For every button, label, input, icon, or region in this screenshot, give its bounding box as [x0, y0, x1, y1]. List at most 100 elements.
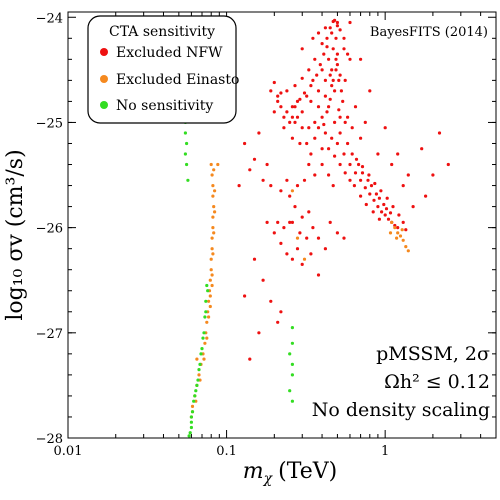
- legend-box: [87, 15, 237, 124]
- point-excluded-einasto: [197, 373, 201, 377]
- point-excluded-einasto: [212, 168, 216, 172]
- point-excluded-nfw: [285, 178, 289, 182]
- point-excluded-nfw: [318, 63, 322, 67]
- point-excluded-nfw: [335, 231, 339, 235]
- point-excluded-nfw: [272, 231, 276, 235]
- point-excluded-nfw: [237, 184, 241, 188]
- point-no-sensitivity: [200, 347, 204, 351]
- point-excluded-einasto: [211, 252, 215, 256]
- point-excluded-nfw: [269, 184, 273, 188]
- point-excluded-nfw: [279, 105, 283, 109]
- point-excluded-nfw: [316, 31, 321, 35]
- point-excluded-nfw: [379, 189, 383, 193]
- point-excluded-nfw: [350, 152, 354, 156]
- point-excluded-nfw: [335, 20, 339, 25]
- point-excluded-nfw: [322, 52, 326, 56]
- point-excluded-nfw: [300, 126, 304, 130]
- point-excluded-einasto: [401, 238, 405, 242]
- point-excluded-nfw: [309, 84, 313, 88]
- point-excluded-nfw: [302, 178, 307, 182]
- point-excluded-nfw: [307, 162, 311, 167]
- point-excluded-nfw: [366, 178, 370, 182]
- point-excluded-nfw: [342, 47, 346, 51]
- point-excluded-nfw: [323, 26, 327, 30]
- point-no-sensitivity: [288, 352, 292, 356]
- point-excluded-nfw: [348, 178, 352, 182]
- point-excluded-nfw: [359, 194, 363, 198]
- point-excluded-nfw: [338, 162, 342, 167]
- point-excluded-einasto: [210, 173, 214, 177]
- point-excluded-einasto: [398, 234, 403, 238]
- point-excluded-nfw: [359, 57, 363, 61]
- point-excluded-nfw: [335, 141, 339, 146]
- point-no-sensitivity: [290, 362, 294, 366]
- point-no-sensitivity: [195, 383, 199, 387]
- point-excluded-nfw: [338, 115, 342, 119]
- point-excluded-nfw: [293, 205, 297, 209]
- point-excluded-einasto: [209, 257, 213, 261]
- point-excluded-einasto: [202, 357, 206, 361]
- point-excluded-nfw: [272, 80, 276, 85]
- point-excluded-einasto: [205, 320, 209, 324]
- point-excluded-einasto: [302, 257, 307, 261]
- point-excluded-nfw: [330, 31, 334, 35]
- point-excluded-nfw: [309, 99, 313, 103]
- point-no-sensitivity: [202, 331, 206, 335]
- point-excluded-einasto: [208, 278, 212, 282]
- point-excluded-nfw: [261, 178, 265, 182]
- point-excluded-nfw: [360, 171, 365, 175]
- point-excluded-nfw: [320, 162, 324, 167]
- credit-label: BayesFITS (2014): [370, 25, 488, 40]
- point-excluded-nfw: [330, 84, 334, 88]
- point-excluded-nfw: [320, 68, 324, 72]
- point-excluded-nfw: [316, 126, 321, 130]
- point-excluded-nfw: [272, 110, 276, 114]
- point-no-sensitivity: [201, 336, 205, 340]
- point-excluded-nfw: [282, 126, 286, 130]
- point-excluded-nfw: [300, 110, 304, 114]
- point-no-sensitivity: [197, 368, 201, 372]
- point-excluded-nfw: [313, 173, 317, 177]
- point-no-sensitivity: [290, 373, 294, 377]
- point-excluded-nfw: [390, 162, 394, 167]
- point-excluded-nfw: [334, 68, 338, 72]
- point-excluded-einasto: [213, 189, 217, 193]
- point-excluded-nfw: [380, 210, 384, 214]
- point-no-sensitivity: [190, 410, 195, 414]
- point-excluded-einasto: [209, 268, 213, 272]
- point-excluded-nfw: [401, 220, 405, 224]
- legend-label-no-sensitivity: No sensitivity: [116, 98, 213, 114]
- point-excluded-nfw: [342, 152, 346, 156]
- point-excluded-nfw: [359, 178, 363, 182]
- point-excluded-nfw: [325, 110, 329, 114]
- point-excluded-nfw: [346, 115, 350, 119]
- point-no-sensitivity: [185, 162, 189, 167]
- point-excluded-einasto: [406, 249, 410, 253]
- point-no-sensitivity: [290, 399, 294, 403]
- point-excluded-einasto: [195, 357, 199, 361]
- point-no-sensitivity: [203, 315, 207, 319]
- point-excluded-nfw: [290, 257, 294, 261]
- point-excluded-nfw: [331, 47, 335, 51]
- point-excluded-einasto: [211, 184, 215, 188]
- point-excluded-nfw: [261, 278, 265, 282]
- legend-title: CTA sensitivity: [109, 24, 215, 40]
- x-axis-label: mχ (TeV): [243, 459, 337, 487]
- point-excluded-nfw: [334, 36, 338, 40]
- point-excluded-einasto: [396, 231, 400, 235]
- point-excluded-nfw: [279, 241, 283, 245]
- point-excluded-nfw: [338, 73, 342, 77]
- point-excluded-nfw: [298, 231, 302, 235]
- point-excluded-einasto: [216, 162, 220, 167]
- point-excluded-nfw: [327, 57, 331, 61]
- point-excluded-nfw: [282, 226, 286, 230]
- point-excluded-nfw: [373, 181, 377, 186]
- point-excluded-nfw: [325, 36, 329, 40]
- point-excluded-nfw: [288, 220, 292, 224]
- point-no-sensitivity: [196, 378, 200, 382]
- point-excluded-einasto: [208, 304, 212, 309]
- point-excluded-einasto: [290, 189, 294, 193]
- point-excluded-nfw: [335, 52, 339, 56]
- point-excluded-nfw: [288, 120, 292, 124]
- point-excluded-nfw: [343, 171, 347, 175]
